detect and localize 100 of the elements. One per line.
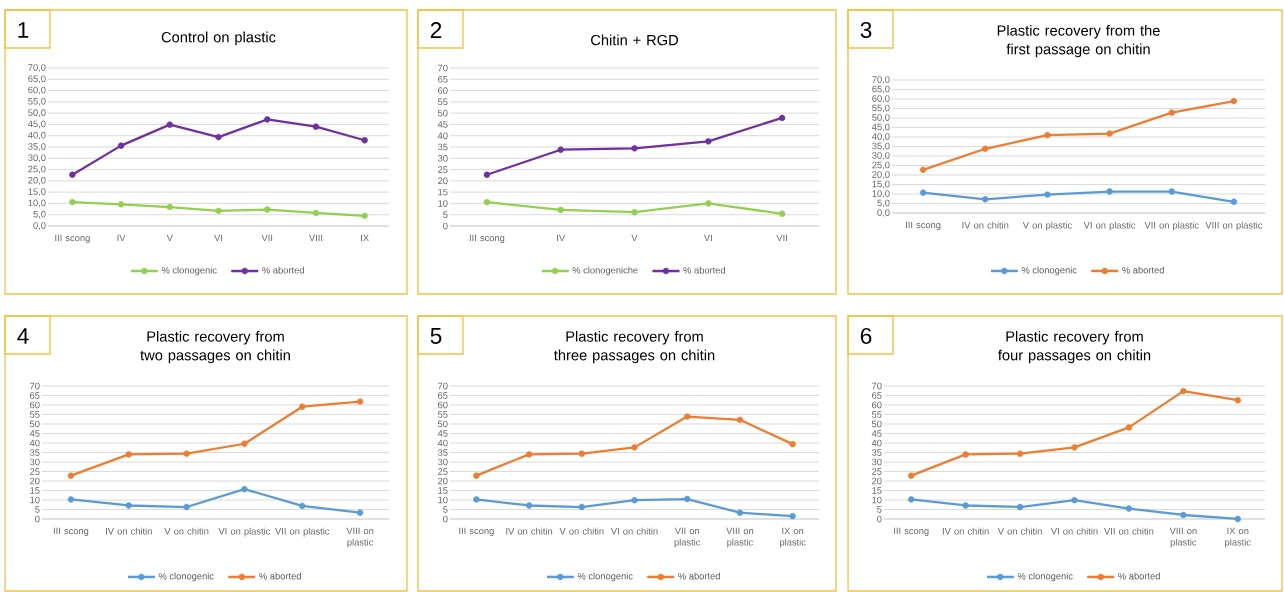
y-tick-label: 50,0 — [872, 114, 890, 122]
point — [962, 451, 969, 458]
text: 4 — [17, 328, 29, 344]
legend-label: % clonogenic — [1017, 572, 1073, 582]
y-tick-label: 25 — [438, 166, 448, 173]
y-tick-label: 35,0 — [28, 143, 46, 151]
y-tick-label: 60 — [30, 401, 40, 409]
point — [356, 398, 364, 405]
y-tick-label: 5 — [443, 211, 448, 218]
point — [778, 210, 786, 218]
point — [1044, 131, 1051, 139]
point — [117, 201, 125, 208]
chart-title: Plastic recovery from three passages on chitin — [554, 330, 715, 364]
point — [982, 145, 989, 152]
x-tick-label: VI on plastic — [1083, 221, 1136, 231]
y-tick-label: 15,0 — [872, 180, 890, 189]
point — [736, 509, 744, 516]
x-tick-label: III scong — [894, 527, 929, 537]
point — [361, 212, 368, 220]
legend-label: % clonogenic — [158, 572, 214, 582]
point — [125, 451, 132, 458]
y-tick-label: 55 — [871, 411, 882, 418]
y-tick-label: 30 — [29, 458, 40, 466]
x-tick-label: VI on chitin — [610, 527, 658, 535]
x-tick-label: IX on plastic — [1225, 527, 1251, 548]
y-tick-label: 45,0 — [872, 123, 890, 132]
y-tick-label: 15 — [438, 487, 448, 494]
legend-label: % clonogenic — [577, 572, 633, 582]
point — [789, 512, 796, 520]
x-tick-label: VI on plastic — [218, 527, 271, 537]
point — [908, 496, 915, 503]
x-tick-label: VI on chitin — [1050, 527, 1098, 535]
y-tick-label: 15 — [30, 487, 40, 494]
y-tick-label: 55 — [437, 411, 448, 418]
point — [1230, 97, 1238, 105]
y-tick-label: 40,0 — [28, 131, 46, 140]
point — [1168, 109, 1175, 116]
point — [557, 146, 564, 153]
point — [919, 189, 927, 196]
y-tick-label: 50 — [871, 420, 882, 428]
y-tick-label: 40,0 — [872, 133, 890, 141]
point — [557, 206, 564, 214]
x-tick-label: VII on plastic — [674, 527, 701, 548]
point — [705, 200, 712, 207]
y-tick-label: 45 — [437, 121, 448, 128]
y-tick-label: 10 — [30, 496, 40, 504]
point — [705, 138, 712, 145]
y-tick-label: 65 — [438, 392, 448, 399]
x-tick-label: V on chitin — [997, 527, 1042, 535]
x-tick-label: IV on chitin — [942, 527, 989, 535]
point — [1106, 188, 1113, 195]
y-tick-label: 45 — [871, 430, 882, 437]
point — [1180, 387, 1187, 395]
y-tick-label: 35,0 — [872, 142, 890, 151]
y-tick-label: 0 — [443, 222, 448, 230]
y-tick-label: 60 — [438, 87, 448, 94]
y-tick-label: 20 — [872, 477, 882, 485]
y-tick-label: 40 — [437, 439, 448, 447]
y-tick-label: 35 — [871, 449, 882, 456]
point — [67, 496, 75, 503]
y-tick-label: 65 — [30, 392, 40, 399]
point — [631, 444, 638, 451]
x-tick-label: VII — [261, 234, 273, 242]
point — [299, 502, 306, 510]
x-tick-label: III scong — [459, 527, 494, 537]
x-tick-label: VIII on plastic — [1205, 221, 1263, 231]
x-tick-label: VII — [776, 234, 787, 242]
point — [525, 451, 533, 458]
y-tick-label: 30 — [871, 458, 882, 466]
y-tick-label: 5 — [877, 506, 882, 513]
y-tick-label: 65 — [438, 75, 448, 83]
text: 6 — [860, 327, 872, 345]
y-tick-label: 20 — [438, 177, 448, 185]
y-tick-label: 5,0 — [877, 199, 890, 208]
point — [525, 502, 533, 509]
text: 1 — [18, 22, 29, 38]
x-tick-label: IX on plastic — [780, 527, 806, 548]
y-tick-label: 45 — [437, 430, 448, 437]
y-tick-label: 40 — [29, 439, 40, 447]
y-tick-label: 30,0 — [28, 154, 46, 163]
point — [1071, 496, 1078, 504]
y-tick-label: 60 — [438, 401, 448, 409]
x-tick-label: IX — [361, 234, 369, 242]
y-tick-label: 60,0 — [28, 86, 46, 95]
legend-label: % clonogeniche — [572, 266, 638, 276]
point — [1044, 191, 1051, 198]
y-tick-label: 35 — [437, 449, 448, 456]
point — [631, 145, 638, 152]
y-tick-label: 0 — [877, 515, 882, 523]
y-tick-label: 20,0 — [28, 177, 46, 185]
y-tick-label: 35 — [29, 449, 40, 456]
point — [483, 171, 491, 178]
text: 2 — [430, 22, 442, 38]
y-tick-label: 40 — [437, 132, 448, 139]
y-tick-label: 15 — [438, 188, 448, 196]
y-tick-label: 50,0 — [28, 109, 46, 117]
y-tick-label: 65 — [872, 392, 882, 399]
y-tick-label: 10,0 — [872, 190, 890, 198]
legend-label: % aborted — [259, 572, 301, 580]
legend-label: % aborted — [262, 266, 304, 274]
